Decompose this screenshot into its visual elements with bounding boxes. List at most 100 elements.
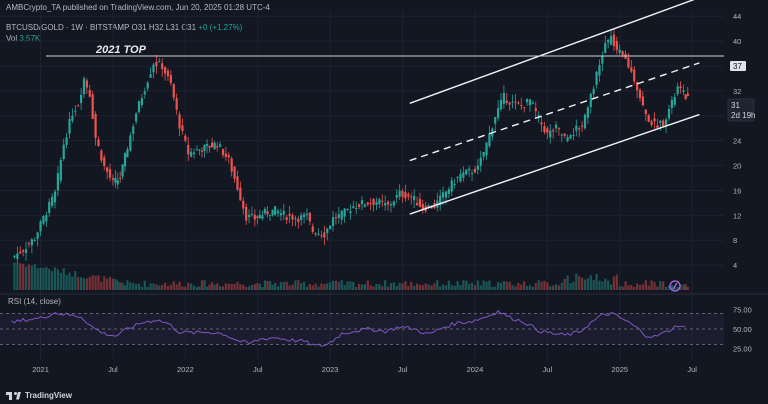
price-axis[interactable]: 44403632282420161284 (733, 12, 741, 270)
volume-bar (247, 286, 251, 290)
candle-body (389, 204, 393, 206)
candle-body (213, 142, 216, 149)
volume-bar (488, 280, 491, 290)
candle-body (261, 215, 264, 219)
time-axis[interactable]: 2021 Jul 2022 Jul 2023 Jul 2024 Jul 2025 Jul (32, 365, 697, 374)
volume-bar (169, 284, 172, 290)
volume-bar (94, 275, 97, 290)
candle-body (439, 195, 442, 206)
candle-body (444, 191, 448, 198)
volume-bar (175, 284, 178, 290)
x-tick-label: 2025 (611, 365, 628, 374)
candle-body (266, 211, 269, 215)
candle-body (329, 225, 332, 229)
candle-body (163, 67, 167, 74)
candle-body (612, 34, 616, 47)
volume-bar (282, 282, 285, 290)
candle-body (161, 63, 164, 70)
candle-body (100, 150, 103, 161)
volume-bar (30, 265, 33, 290)
volume-bars (13, 262, 689, 290)
volume-bar (119, 282, 122, 290)
candle-body (355, 208, 358, 210)
volume-bar (158, 285, 161, 290)
candle-body (178, 114, 181, 129)
candle-body (410, 196, 413, 198)
candle-body (39, 221, 42, 232)
volume-bar (679, 284, 682, 290)
price-badges: 37 31 2d 19h (727, 61, 755, 122)
candle-body (381, 200, 384, 202)
volume-bar (36, 268, 39, 290)
candle-body (22, 250, 25, 252)
current-price-badge (727, 98, 755, 122)
candle-body (502, 93, 506, 104)
candle-body (203, 144, 206, 151)
candle-body (650, 121, 653, 125)
volume-bar (378, 284, 381, 290)
volume-bar (601, 281, 604, 290)
volume-value: 3.57K (19, 34, 41, 43)
candle-body (607, 39, 610, 43)
ohlc-low: L31 (165, 23, 180, 32)
volume-bar (184, 286, 187, 290)
volume-bar (236, 281, 239, 290)
volume-bar (662, 281, 665, 290)
y-tick-label: 24 (733, 137, 741, 146)
alert-icon[interactable] (669, 280, 681, 292)
volume-bar (45, 267, 48, 290)
volume-bar (323, 284, 326, 290)
candle-body (166, 70, 170, 77)
volume-bar (22, 263, 25, 290)
candle-body (670, 99, 673, 109)
candle-body (305, 213, 309, 216)
candle-body (123, 153, 127, 167)
volume-bar (24, 266, 28, 290)
candle-body (334, 217, 338, 219)
volume-bar (274, 283, 277, 290)
volume-bar (381, 286, 384, 290)
volume-bar (132, 282, 135, 290)
candle-body (74, 110, 77, 112)
candle-body (268, 214, 272, 216)
candle-body (59, 159, 62, 181)
candle-body (557, 128, 561, 130)
volume-bar (149, 283, 152, 290)
volume-bar (653, 282, 656, 290)
candle-body (91, 94, 94, 119)
volume-bar (305, 286, 309, 290)
candle-body (337, 214, 340, 218)
candle-body (51, 196, 54, 206)
volume-bar (106, 278, 109, 290)
volume-bar (221, 286, 225, 290)
volume-bar (42, 267, 45, 290)
volume-bar (163, 282, 167, 290)
symbol-label[interactable]: BTCUSD/GOLD · 1W · BITSTAMP (6, 23, 130, 32)
candle-body (271, 209, 274, 216)
volume-bar (208, 284, 211, 290)
candle-body (187, 144, 190, 155)
volume-bar (450, 285, 453, 290)
y-tick-label: 20 (733, 162, 741, 171)
volume-bar (187, 282, 190, 290)
volume-bar (497, 281, 500, 290)
candle-body (592, 88, 595, 95)
candle-body (297, 218, 300, 222)
volume-bar (569, 283, 572, 290)
volume-bar (638, 284, 642, 290)
candle-body (311, 226, 314, 232)
volume-bar (216, 283, 219, 290)
volume-bar (589, 275, 592, 290)
volume-bar (111, 278, 115, 290)
trend-channel[interactable] (409, 0, 700, 215)
candle-body (363, 204, 366, 207)
candle-body (129, 135, 132, 151)
volume-bar (352, 281, 355, 290)
volume-bar (13, 262, 16, 290)
volume-bar (644, 280, 647, 290)
volume-bar (239, 284, 242, 290)
volume-bar (439, 286, 442, 290)
volume-bar (143, 280, 146, 290)
